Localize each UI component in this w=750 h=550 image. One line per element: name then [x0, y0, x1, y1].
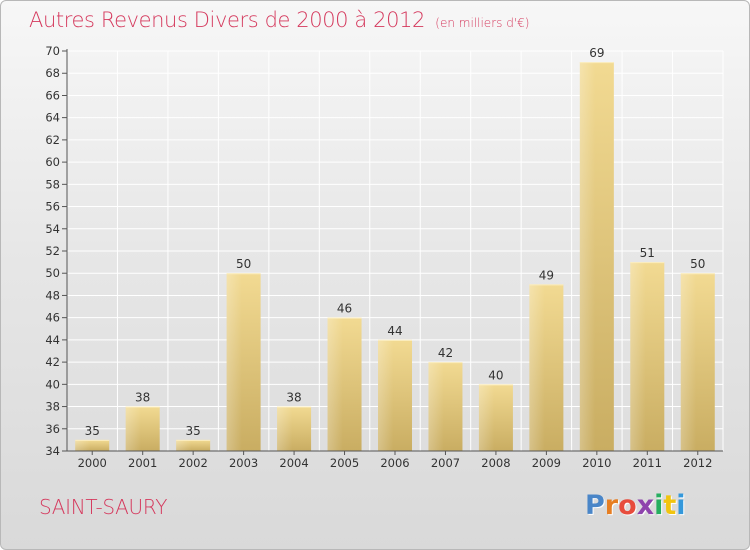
x-tick-label: 2007: [431, 456, 460, 470]
bar-highlight: [277, 406, 293, 451]
logo-letter: i: [676, 490, 686, 521]
value-label: 38: [286, 391, 301, 405]
x-tick-label: 2012: [683, 456, 712, 470]
bar-highlight: [226, 273, 242, 451]
value-label: 44: [387, 324, 402, 338]
x-tick-label: 2005: [330, 456, 359, 470]
value-label: 38: [135, 391, 150, 405]
bar-highlight: [478, 384, 495, 451]
value-label: 50: [690, 257, 705, 271]
chart-title-block: Autres Revenus Divers de 2000 à 2012 (en…: [29, 8, 529, 32]
y-tick-label: 60: [45, 155, 60, 169]
y-tick-label: 44: [45, 333, 60, 347]
city-name: SAINT-SAURY: [39, 495, 168, 519]
bar-highlight: [125, 406, 141, 451]
bars: 35 38 35 50 38 46 44 42 40 49 69 51 50: [75, 46, 715, 451]
y-tick-label: 38: [45, 400, 60, 414]
bar: [176, 439, 211, 451]
value-label: 42: [438, 346, 453, 360]
bar-highlight: [176, 439, 192, 451]
value-label: 35: [85, 424, 100, 438]
axes: 34 36 38 40 42 44 46 48 50 52 54 56 58 60 62 64 66 68 70 20…: [45, 44, 723, 470]
y-tick-label: 70: [45, 44, 60, 58]
y-tick-label: 66: [45, 88, 60, 102]
logo-letter: o: [618, 490, 637, 521]
bar-highlight: [680, 273, 697, 451]
x-tick-label: 2001: [128, 456, 157, 470]
y-tick-label: 34: [45, 444, 60, 458]
x-tick-label: 2010: [582, 456, 611, 470]
logo-letter: P: [585, 490, 605, 521]
value-label: 50: [236, 257, 251, 271]
bar: [75, 439, 110, 451]
y-tick-label: 48: [45, 288, 60, 302]
x-tick-label: 2008: [481, 456, 510, 470]
value-label: 40: [488, 368, 503, 382]
bar-highlight: [630, 262, 646, 451]
y-tick-label: 46: [45, 311, 60, 325]
y-tick-label: 36: [45, 422, 60, 436]
logo-letter: r: [604, 490, 619, 521]
value-label: 51: [640, 246, 655, 260]
proxiti-logo: Proxiti: [585, 490, 686, 521]
value-label: 49: [539, 268, 554, 282]
y-tick-label: 56: [45, 200, 60, 214]
bar-highlight: [75, 439, 91, 451]
y-tick-label: 54: [45, 222, 60, 236]
y-tick-label: 50: [45, 266, 60, 280]
bar-highlight: [529, 284, 545, 451]
bar-highlight: [428, 362, 444, 451]
value-label: 46: [337, 302, 352, 316]
y-tick-label: 40: [45, 377, 60, 391]
x-tick-label: 2003: [229, 456, 258, 470]
chart-title: Autres Revenus Divers de 2000 à 2012: [29, 8, 426, 32]
logo-letter: i: [654, 490, 664, 521]
y-tick-label: 68: [45, 66, 60, 80]
x-tick-label: 2000: [78, 456, 107, 470]
y-tick-label: 42: [45, 355, 60, 369]
bar-highlight: [579, 62, 596, 451]
logo-letter: t: [663, 490, 677, 521]
y-tick-label: 58: [45, 177, 60, 191]
bar-highlight: [327, 317, 343, 451]
x-tick-label: 2011: [633, 456, 662, 470]
y-tick-label: 62: [45, 133, 60, 147]
value-label: 35: [186, 424, 201, 438]
value-label: 69: [589, 46, 604, 60]
x-tick-label: 2002: [179, 456, 208, 470]
y-tick-label: 52: [45, 244, 60, 258]
x-tick-label: 2004: [279, 456, 308, 470]
x-tick-label: 2006: [380, 456, 409, 470]
chart-subtitle: (en milliers d'€): [435, 16, 530, 30]
y-tick-label: 64: [45, 111, 60, 125]
x-tick-label: 2009: [532, 456, 561, 470]
bar-highlight: [378, 339, 394, 451]
logo-letter: x: [636, 490, 655, 521]
